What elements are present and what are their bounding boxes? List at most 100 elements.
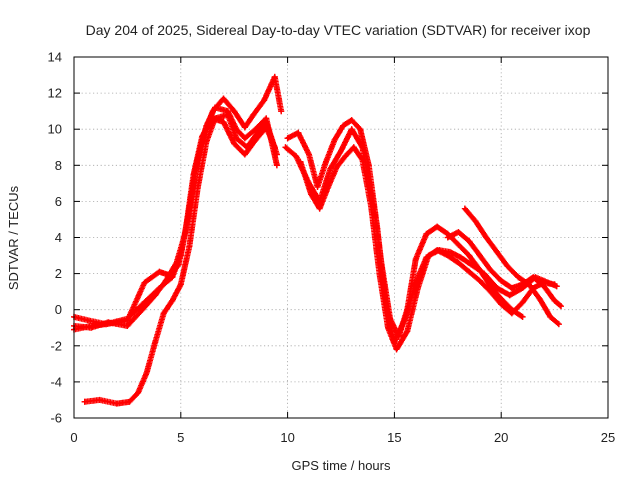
- data-point: [455, 229, 462, 236]
- data-point: [348, 126, 355, 133]
- data-point: [124, 322, 131, 329]
- data-point: [466, 252, 473, 259]
- data-point: [152, 339, 159, 346]
- data-point: [261, 97, 268, 104]
- data-point: [169, 297, 176, 304]
- data-point: [393, 346, 400, 353]
- data-point: [558, 303, 565, 310]
- data-point: [455, 241, 462, 248]
- data-point: [483, 234, 490, 241]
- data-point: [263, 118, 270, 125]
- data-point: [113, 400, 120, 407]
- series-track-7: [297, 144, 560, 353]
- data-point: [506, 292, 513, 299]
- x-tick-label: 25: [601, 430, 615, 445]
- y-tick-label: 6: [55, 194, 62, 209]
- plus-markers: [282, 126, 526, 340]
- data-point: [209, 108, 216, 115]
- data-point: [348, 117, 355, 124]
- data-point: [493, 285, 500, 292]
- data-point: [472, 218, 479, 225]
- data-point: [367, 202, 374, 209]
- data-point: [553, 283, 560, 290]
- x-tick-label: 15: [387, 430, 401, 445]
- data-point: [476, 277, 483, 284]
- data-point: [461, 205, 468, 212]
- data-point: [555, 321, 562, 328]
- data-point: [124, 317, 131, 324]
- data-point: [231, 140, 238, 147]
- data-point: [220, 118, 227, 125]
- x-axis-label: GPS time / hours: [292, 458, 391, 473]
- data-point: [203, 138, 210, 145]
- data-point: [162, 277, 169, 284]
- data-point: [455, 259, 462, 266]
- data-point: [297, 158, 304, 165]
- data-point: [314, 183, 321, 190]
- x-tick-label: 10: [280, 430, 294, 445]
- series-track-6: [282, 126, 526, 340]
- data-point: [160, 310, 167, 317]
- data-point: [327, 165, 334, 172]
- data-point: [340, 122, 347, 129]
- data-point: [85, 317, 92, 324]
- data-point: [423, 230, 430, 237]
- y-tick-label: 2: [55, 266, 62, 281]
- data-point: [139, 306, 146, 313]
- data-point: [384, 324, 391, 331]
- plus-markers: [297, 144, 560, 353]
- data-point: [273, 162, 280, 169]
- data-point: [519, 299, 526, 306]
- data-point: [143, 369, 150, 376]
- data-point: [515, 274, 522, 281]
- x-tick-label: 20: [494, 430, 508, 445]
- data-point: [278, 108, 285, 115]
- y-tick-label: 10: [48, 122, 62, 137]
- data-point: [519, 281, 526, 288]
- data-point: [273, 151, 280, 158]
- y-tick-label: -6: [50, 411, 62, 426]
- data-point: [156, 268, 163, 275]
- data-point: [350, 144, 357, 151]
- data-point: [305, 151, 312, 158]
- data-point: [105, 319, 112, 326]
- data-point: [152, 292, 159, 299]
- data-point: [508, 285, 515, 292]
- data-point: [412, 256, 419, 263]
- data-point: [199, 133, 206, 140]
- data-point: [359, 144, 366, 151]
- data-point: [231, 108, 238, 115]
- data-point: [126, 398, 133, 405]
- data-point: [481, 270, 488, 277]
- y-axis-label: SDTVAR / TECUs: [6, 185, 21, 290]
- data-point: [308, 191, 315, 198]
- data-point: [254, 129, 261, 136]
- data-point: [444, 234, 451, 241]
- data-point: [295, 129, 302, 136]
- data-point: [551, 297, 558, 304]
- data-point: [241, 135, 248, 142]
- data-point: [404, 328, 411, 335]
- data-point: [316, 205, 323, 212]
- data-point: [508, 306, 515, 313]
- data-point: [547, 313, 554, 320]
- data-point: [498, 295, 505, 302]
- x-tick-label: 0: [70, 430, 77, 445]
- y-tick-label: 14: [48, 50, 62, 65]
- data-point: [282, 144, 289, 151]
- series-track-4: [81, 111, 280, 407]
- data-point: [186, 243, 193, 250]
- data-point: [457, 254, 464, 261]
- data-point: [519, 313, 526, 320]
- chart-title: Day 204 of 2025, Sidereal Day-to-day VTE…: [86, 22, 591, 38]
- y-tick-label: 8: [55, 158, 62, 173]
- data-point: [404, 306, 411, 313]
- axis-ticks: 0 5 10 15 20 25 -6 -4 -2 0 2 4 6 8 10 12 14: [48, 50, 616, 446]
- data-point: [342, 153, 349, 160]
- data-point: [425, 252, 432, 259]
- data-point: [220, 95, 227, 102]
- data-point: [244, 144, 251, 151]
- data-point: [466, 238, 473, 245]
- data-point: [540, 283, 547, 290]
- data-point: [194, 183, 201, 190]
